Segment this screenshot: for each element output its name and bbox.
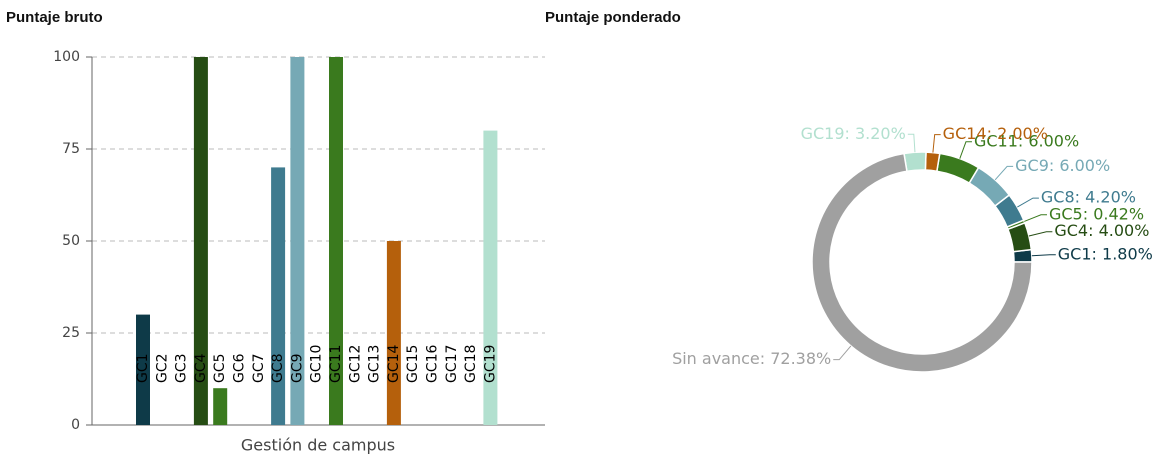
- slice-label: GC5: 0.42%: [1049, 204, 1144, 223]
- x-tick-label: GC8: [270, 353, 286, 383]
- x-tick-label: GC16: [425, 344, 441, 383]
- x-tick-label: GC1: [135, 353, 151, 383]
- y-tick-label: 50: [62, 233, 80, 249]
- bar: [290, 57, 305, 425]
- slice-label: GC19: 3.20%: [801, 124, 906, 143]
- x-tick-label: GC10: [309, 345, 325, 383]
- y-tick-label: 25: [62, 325, 80, 341]
- leader-line: [994, 165, 1014, 181]
- x-tick-label: GC14: [386, 344, 402, 383]
- slice-label: GC1: 1.80%: [1058, 244, 1153, 263]
- donut-slice: [935, 152, 980, 185]
- x-tick-label: GC19: [482, 345, 498, 383]
- y-tick-label: 100: [53, 49, 80, 65]
- donut-slice: [903, 151, 927, 173]
- x-tick-label: GC13: [367, 345, 383, 383]
- bar: [193, 57, 208, 425]
- x-tick-label: GC12: [347, 345, 363, 383]
- x-tick-label: GC7: [251, 353, 267, 383]
- x-tick-label: GC9: [289, 353, 305, 383]
- bar: [213, 388, 228, 425]
- slice-label: GC11: 6.00%: [974, 131, 1079, 150]
- x-tick-label: GC2: [154, 353, 170, 383]
- slice-label: GC14: 2.00%: [943, 124, 1048, 143]
- leader-line: [907, 133, 916, 153]
- leader-line: [1031, 254, 1056, 257]
- leader-line: [959, 141, 972, 159]
- x-tick-label: GC11: [328, 345, 344, 383]
- leader-line: [833, 345, 852, 361]
- bar: [136, 314, 150, 425]
- donut-slice: [811, 152, 1033, 373]
- leader-line: [1028, 231, 1053, 237]
- chart-title: Puntaje bruto: [6, 9, 103, 26]
- x-tick-label: GC6: [232, 353, 248, 383]
- x-tick-label: GC15: [405, 345, 421, 383]
- slice-label: GC4: 4.00%: [1054, 221, 1149, 240]
- x-tick-label: GC3: [174, 353, 190, 383]
- leader-line: [932, 134, 941, 153]
- y-tick-label: 75: [62, 141, 80, 157]
- bar: [271, 167, 286, 425]
- x-tick-label: GC4: [193, 353, 209, 383]
- bar: [483, 130, 498, 425]
- bar: [386, 241, 401, 425]
- x-tick-label: GC17: [444, 345, 460, 383]
- x-tick-label: GC5: [212, 353, 228, 383]
- leader-line: [1024, 214, 1047, 222]
- y-tick-label: 0: [71, 417, 80, 433]
- slice-label: GC8: 4.20%: [1041, 188, 1136, 207]
- donut-slice: [924, 151, 941, 173]
- x-tick-label: GC18: [463, 345, 479, 383]
- leader-line: [1017, 197, 1039, 208]
- slice-label: GC9: 6.00%: [1015, 156, 1110, 175]
- chart-title: Puntaje ponderado: [545, 9, 681, 26]
- slice-label: Sin avance: 72.38%: [672, 349, 831, 368]
- x-axis-label: Gestión de campus: [241, 436, 395, 455]
- bar: [329, 57, 343, 425]
